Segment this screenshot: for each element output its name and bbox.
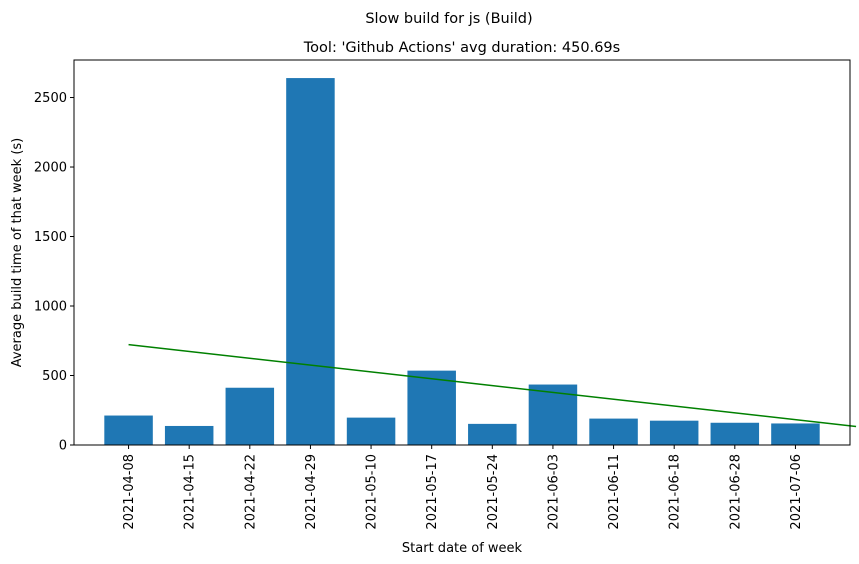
- x-tick-label: 2021-06-18: [668, 454, 683, 530]
- x-tick-label: 2021-07-06: [789, 454, 804, 530]
- bar-2021-05-17: [407, 370, 456, 445]
- trend-line: [128, 343, 857, 428]
- x-tick-label: 2021-06-11: [607, 454, 622, 530]
- y-axis: 0 500 1000 1500 2000 2500: [34, 91, 74, 454]
- plot-area-frame: [73, 59, 851, 446]
- trend-line-group: [128, 343, 857, 428]
- y-tick-label: 500: [42, 369, 67, 384]
- y-tick-label: 2500: [34, 91, 67, 106]
- y-tick-label: 0: [59, 439, 67, 454]
- x-tick-label: 2021-05-24: [486, 454, 501, 530]
- x-tick-label: 2021-06-03: [546, 454, 561, 530]
- x-tick-label: 2021-04-08: [122, 454, 137, 530]
- bar-2021-04-08: [104, 415, 153, 445]
- x-tick-label: 2021-04-15: [183, 454, 198, 530]
- y-axis-label: Average build time of that week (s): [10, 138, 25, 368]
- x-tick-label: 2021-04-22: [243, 454, 258, 530]
- x-tick-label: 2021-04-29: [304, 454, 319, 530]
- bar-2021-07-06: [771, 423, 820, 445]
- bar-2021-04-22: [225, 387, 275, 445]
- chart-title: Tool: 'Github Actions' avg duration: 450…: [303, 40, 620, 56]
- chart-suptitle: Slow build for js (Build): [365, 11, 532, 27]
- y-tick-label: 1000: [34, 300, 67, 315]
- x-axis-label: Start date of week: [402, 541, 523, 556]
- x-tick-label: 2021-05-10: [365, 454, 380, 530]
- bar-2021-05-24: [468, 423, 517, 445]
- bar-2021-04-15: [164, 425, 214, 445]
- bar-2021-05-10: [346, 417, 396, 445]
- y-tick-label: 2000: [34, 161, 67, 176]
- bar-2021-04-29: [286, 78, 335, 445]
- x-tick-label: 2021-06-28: [728, 454, 743, 530]
- x-axis: 2021-04-08 2021-04-15 2021-04-22 2021-04-29…: [122, 445, 804, 530]
- bar-2021-06-18: [649, 420, 699, 445]
- bar-2021-06-11: [589, 418, 638, 445]
- bars-group: [104, 78, 820, 445]
- bar-2021-06-28: [710, 422, 760, 445]
- y-tick-label: 1500: [34, 230, 67, 245]
- x-tick-label: 2021-05-17: [425, 454, 440, 530]
